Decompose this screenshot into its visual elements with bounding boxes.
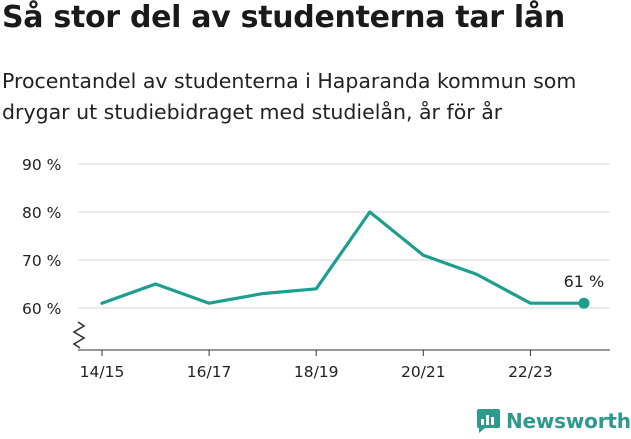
x-tick-label: 22/23: [508, 363, 553, 381]
end-value-label: 61 %: [564, 272, 605, 291]
x-axis: [78, 349, 610, 356]
x-tick-label: 18/19: [294, 363, 339, 381]
end-point-marker: [578, 297, 590, 309]
series-line-group: 61 %: [100, 210, 605, 309]
y-tick-label: 70 %: [22, 252, 61, 270]
newsworthy-logo: Newsworthy: [476, 408, 631, 434]
newsworthy-logo-text: Newsworthy: [506, 409, 631, 433]
axis-break-icon: [72, 321, 86, 349]
x-tick-label: 16/17: [187, 363, 232, 381]
x-tick-label: 14/15: [80, 363, 125, 381]
x-tick-label: 20/21: [401, 363, 446, 381]
x-tick-labels: 14/15 16/17 18/19 20/21 22/23: [80, 363, 553, 381]
newsworthy-logo-icon: [477, 409, 500, 433]
y-tick-label: 60 %: [22, 300, 61, 318]
y-tick-labels: 60 % 70 % 80 % 90 %: [22, 156, 61, 318]
y-tick-label: 90 %: [22, 156, 61, 174]
chart-subtitle: Procentandel av studenterna i Haparanda …: [2, 69, 577, 124]
grid-lines: [78, 163, 610, 309]
y-tick-label: 80 %: [22, 204, 61, 222]
axis-break-zigzag: [72, 321, 86, 349]
chart-title: Så stor del av studenterna tar lån: [2, 0, 565, 35]
series-line: [100, 210, 586, 305]
